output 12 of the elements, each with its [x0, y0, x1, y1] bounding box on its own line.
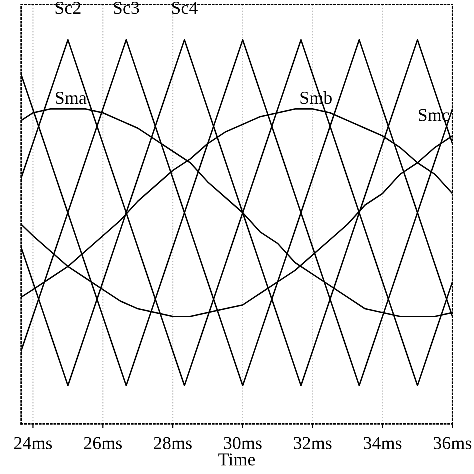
x-axis-title: Time	[218, 454, 256, 466]
x-tick-label: 30ms	[224, 437, 262, 450]
series-label: Sc3	[114, 2, 140, 14]
series-label: Sc4	[172, 2, 198, 14]
x-tick-label: 24ms	[14, 437, 52, 450]
x-tick-label: 36ms	[434, 437, 472, 450]
x-tick-label: 28ms	[154, 437, 192, 450]
series-label: Sc2	[56, 2, 81, 14]
x-tick-label: 32ms	[294, 437, 332, 450]
x-tick-label: 26ms	[84, 437, 122, 450]
series-label: Sma	[56, 92, 87, 104]
x-tick-label: 34ms	[364, 437, 402, 450]
